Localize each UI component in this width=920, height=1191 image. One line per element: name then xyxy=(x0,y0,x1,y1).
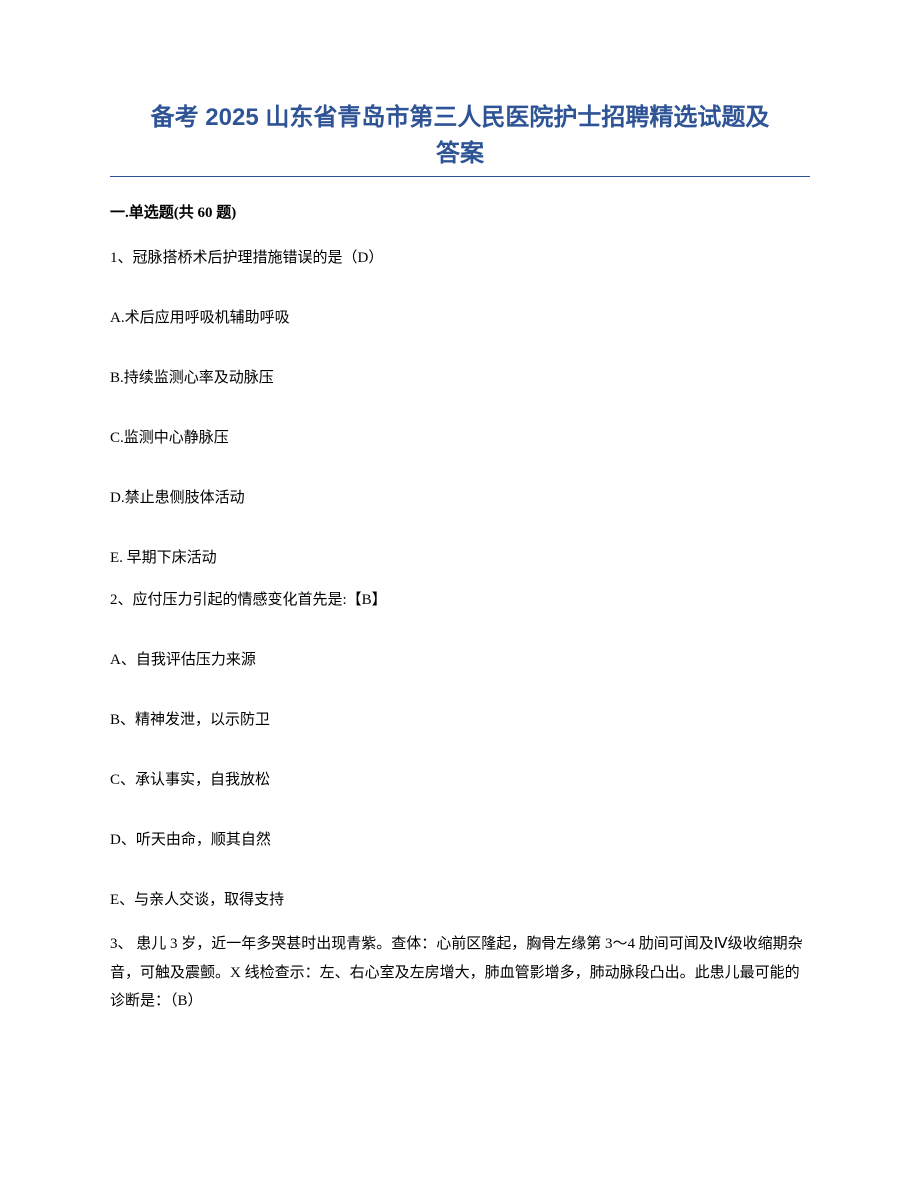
question-2-option-b: B、精神发泄，以示防卫 xyxy=(110,708,810,732)
question-2-option-e: E、与亲人交谈，取得支持 xyxy=(110,888,810,912)
title-divider xyxy=(110,176,810,177)
question-2-option-c: C、承认事实，自我放松 xyxy=(110,768,810,792)
section-header: 一.单选题(共 60 题) xyxy=(110,201,810,222)
question-2-option-a: A、自我评估压力来源 xyxy=(110,648,810,672)
document-title-line1: 备考 2025 山东省青岛市第三人民医院护士招聘精选试题及 xyxy=(110,100,810,136)
question-1-option-c: C.监测中心静脉压 xyxy=(110,426,810,450)
question-3-stem: 3、 患儿 3 岁，近一年多哭甚时出现青紫。查体：心前区隆起，胸骨左缘第 3～4… xyxy=(110,930,810,1016)
question-2-stem: 2、应付压力引起的情感变化首先是:【B】 xyxy=(110,588,810,612)
document-title-line2: 答案 xyxy=(110,136,810,172)
question-1-stem: 1、冠脉搭桥术后护理措施错误的是（D） xyxy=(110,246,810,270)
question-1-option-d: D.禁止患侧肢体活动 xyxy=(110,486,810,510)
question-2-option-d: D、听天由命，顺其自然 xyxy=(110,828,810,852)
question-1-option-e: E. 早期下床活动 xyxy=(110,546,810,570)
question-1-option-a: A.术后应用呼吸机辅助呼吸 xyxy=(110,306,810,330)
question-1-option-b: B.持续监测心率及动脉压 xyxy=(110,366,810,390)
